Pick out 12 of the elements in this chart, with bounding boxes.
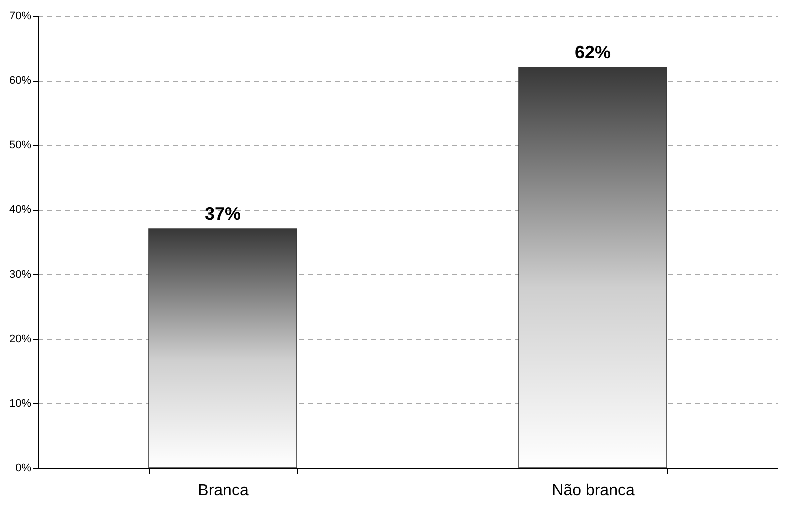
y-tick-label: 60% — [9, 75, 32, 88]
y-tick-label: 0% — [16, 462, 32, 474]
data-label: 62% — [574, 42, 612, 63]
y-tick-label: 10% — [9, 398, 32, 410]
y-tick-label: 70% — [9, 10, 32, 22]
y-tick-label: 40% — [9, 204, 32, 216]
data-label: 37% — [204, 204, 242, 224]
y-tick-label: 50% — [9, 140, 32, 152]
y-tick-label: 30% — [9, 268, 32, 281]
x-tick-label: Branca — [198, 482, 249, 500]
x-tick-label: Não branca — [552, 482, 635, 500]
y-tick-label: 20% — [9, 333, 32, 346]
